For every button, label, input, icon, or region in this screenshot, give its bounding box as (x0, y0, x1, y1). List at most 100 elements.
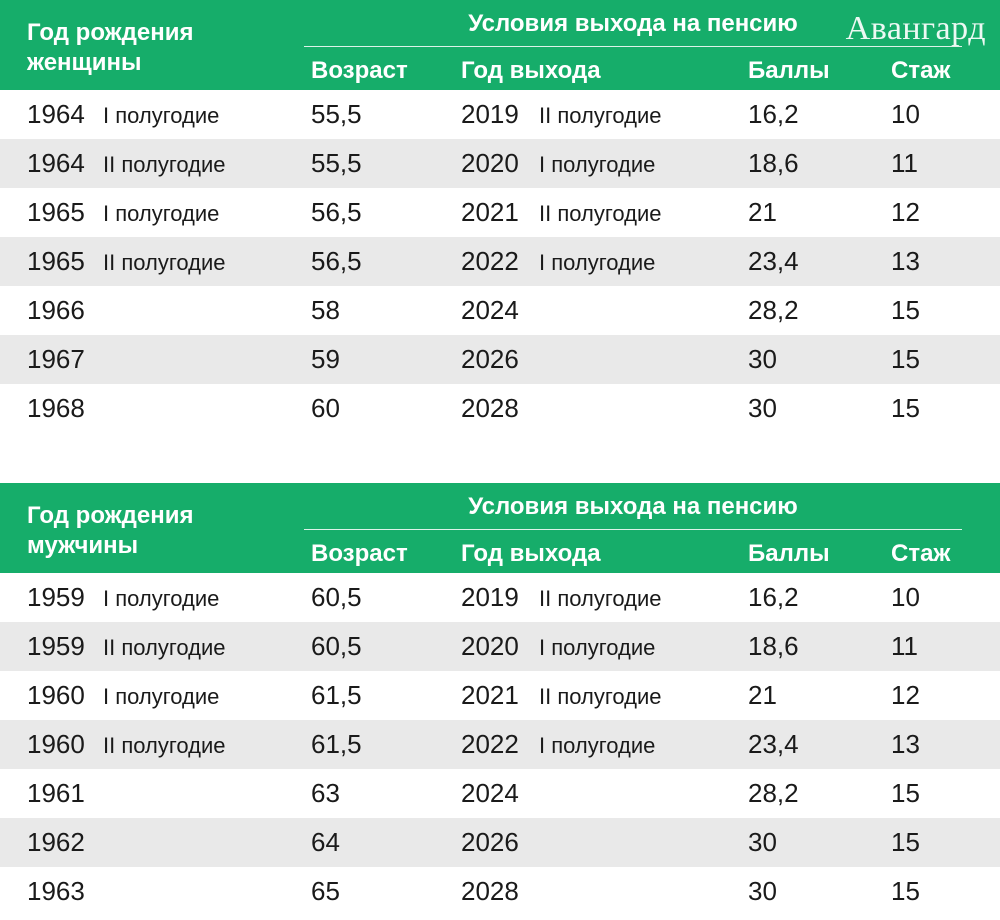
table-row: 1959 II полугодие 60,5 2020 I полугодие 18,6 1… (0, 622, 1000, 671)
retirement-year-cell: 2022 (461, 246, 519, 276)
age-cell: 60,5 (311, 631, 362, 661)
birth-header-line2: женщины (27, 49, 142, 76)
retirement-half-cell: I полугодие (539, 250, 656, 275)
age-cell: 56,5 (311, 246, 362, 276)
age-cell: 55,5 (311, 99, 362, 129)
points-cell: 21 (748, 197, 777, 227)
points-cell: 30 (748, 393, 777, 423)
birth-year-cell: 1962 (27, 827, 85, 857)
points-cell: 28,2 (748, 778, 799, 808)
experience-column-header: Стаж (891, 540, 951, 567)
experience-cell: 11 (891, 631, 918, 661)
table-row: 1960 I полугодие 61,5 2021 II полугодие 21 12 (0, 671, 1000, 720)
header-divider (304, 529, 962, 530)
birth-year-cell: 1966 (27, 295, 85, 325)
points-cell: 23,4 (748, 246, 799, 276)
points-cell: 16,2 (748, 582, 799, 612)
experience-cell: 15 (891, 827, 920, 857)
birth-year-cell: 1964 (27, 99, 85, 129)
retirement-year-cell: 2020 (461, 148, 519, 178)
birth-year-cell: 1959 (27, 582, 85, 612)
points-column-header: Баллы (748, 57, 830, 84)
birth-half-cell: I полугодие (103, 201, 220, 226)
experience-cell: 10 (891, 99, 920, 129)
women-table: Год рождения женщины Условия выхода на п… (0, 0, 1000, 433)
retirement-half-cell: II полугодие (539, 103, 662, 128)
experience-cell: 15 (891, 344, 920, 374)
retirement-year-cell: 2026 (461, 827, 519, 857)
table-row: 1964 I полугодие 55,5 2019 II полугодие 16,2 1… (0, 90, 1000, 139)
birth-half-cell: I полугодие (103, 103, 220, 128)
retirement-half-cell: II полугодие (539, 201, 662, 226)
age-cell: 61,5 (311, 729, 362, 759)
retirement-half-cell: I полугодие (539, 152, 656, 177)
points-cell: 18,6 (748, 148, 799, 178)
age-cell: 61,5 (311, 680, 362, 710)
table-row: 1968 60 2028 30 15 (0, 384, 1000, 433)
retirement-year-cell: 2022 (461, 729, 519, 759)
points-cell: 30 (748, 344, 777, 374)
points-cell: 30 (748, 827, 777, 857)
birth-year-cell: 1965 (27, 246, 85, 276)
table-header: Год рождения мужчины Условия выхода на п… (0, 483, 1000, 573)
age-cell: 64 (311, 827, 340, 857)
birth-year-cell: 1965 (27, 197, 85, 227)
points-cell: 30 (748, 876, 777, 906)
birth-year-cell: 1959 (27, 631, 85, 661)
experience-cell: 15 (891, 778, 920, 808)
birth-year-cell: 1960 (27, 729, 85, 759)
table-row: 1961 63 2024 28,2 15 (0, 769, 1000, 818)
experience-cell: 13 (891, 729, 920, 759)
retirement-half-cell: I полугодие (539, 635, 656, 660)
birth-year-cell: 1960 (27, 680, 85, 710)
table-row: 1965 I полугодие 56,5 2021 II полугодие 21 12 (0, 188, 1000, 237)
retirement-year-cell: 2026 (461, 344, 519, 374)
conditions-header: Условия выхода на пенсию (468, 493, 798, 520)
retirement-year-cell: 2024 (461, 295, 519, 325)
table-body: 1964 I полугодие 55,5 2019 II полугодие 16,2 1… (0, 90, 1000, 433)
header-divider (304, 46, 962, 47)
birth-year-cell: 1968 (27, 393, 85, 423)
birth-half-cell: II полугодие (103, 733, 226, 758)
experience-cell: 12 (891, 680, 920, 710)
age-column-header: Возраст (311, 57, 408, 84)
age-cell: 55,5 (311, 148, 362, 178)
retirement-year-cell: 2021 (461, 197, 519, 227)
retirement-year-cell: 2028 (461, 876, 519, 906)
age-cell: 60,5 (311, 582, 362, 612)
birth-header-line2: мужчины (27, 532, 139, 559)
age-cell: 63 (311, 778, 340, 808)
birth-year-cell: 1963 (27, 876, 85, 906)
points-cell: 16,2 (748, 99, 799, 129)
table-header: Год рождения женщины Условия выхода на п… (0, 0, 1000, 90)
experience-cell: 12 (891, 197, 920, 227)
retirement-year-column-header: Год выхода (461, 540, 601, 567)
experience-cell: 15 (891, 295, 920, 325)
birth-year-cell: 1964 (27, 148, 85, 178)
birth-year-cell: 1967 (27, 344, 85, 374)
table-row: 1959 I полугодие 60,5 2019 II полугодие 16,2 1… (0, 573, 1000, 622)
table-row: 1966 58 2024 28,2 15 (0, 286, 1000, 335)
birth-year-header: Год рождения мужчины (27, 501, 194, 561)
experience-cell: 15 (891, 876, 920, 906)
experience-cell: 15 (891, 393, 920, 423)
points-cell: 23,4 (748, 729, 799, 759)
birth-header-line1: Год рождения (27, 502, 194, 529)
birth-half-cell: I полугодие (103, 684, 220, 709)
retirement-year-cell: 2028 (461, 393, 519, 423)
points-cell: 21 (748, 680, 777, 710)
retirement-year-cell: 2020 (461, 631, 519, 661)
birth-year-header: Год рождения женщины (27, 18, 194, 78)
experience-column-header: Стаж (891, 57, 951, 84)
experience-cell: 13 (891, 246, 920, 276)
age-column-header: Возраст (311, 540, 408, 567)
birth-half-cell: II полугодие (103, 152, 226, 177)
conditions-header: Условия выхода на пенсию (468, 10, 798, 37)
watermark-logo: Авангард (845, 10, 986, 47)
points-cell: 28,2 (748, 295, 799, 325)
age-cell: 65 (311, 876, 340, 906)
birth-half-cell: II полугодие (103, 250, 226, 275)
age-cell: 56,5 (311, 197, 362, 227)
points-column-header: Баллы (748, 540, 830, 567)
